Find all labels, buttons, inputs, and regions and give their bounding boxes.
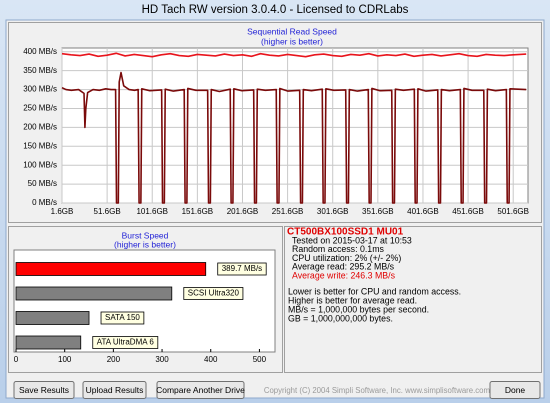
x-tick-label: 401.6GB (407, 207, 439, 216)
result-line: Random access: 0.1ms (292, 244, 385, 254)
y-tick-label: 50 MB/s (28, 179, 57, 188)
button[interactable]: Upload Results (82, 381, 147, 399)
y-tick-label: 300 MB/s (23, 85, 57, 94)
note-line: Higher is better for average read. (288, 295, 417, 305)
bar-label: ATA UltraDMA 6 (97, 338, 155, 347)
bar-label: SATA 150 (105, 313, 140, 322)
burst-title: Burst Speed (122, 230, 169, 240)
x-tick-label: 200 (107, 355, 121, 364)
bar (15, 311, 90, 325)
x-tick-label: 301.6GB (317, 207, 349, 216)
info-panel (284, 226, 542, 373)
bar (15, 262, 207, 276)
y-tick-label: 200 MB/s (23, 122, 57, 131)
read-plot (61, 47, 529, 204)
bar-label-box (183, 287, 244, 300)
x-tick-label: 500 (253, 355, 267, 364)
drive-name: CT500BX100SSD1 MU01 (287, 227, 404, 238)
series-line (61, 52, 527, 58)
read-title: Sequential Read Speed (247, 26, 337, 36)
y-tick-label: 400 MB/s (23, 47, 57, 56)
content: 0 MB/s 50 MB/s 100 MB/s 150 MB/s 200 MB/s 250… (13, 47, 541, 399)
bar-label: SCSI Ultra320 (188, 289, 240, 298)
copyright: Copyright (C) 2004 Simpli Software, Inc.… (264, 386, 490, 395)
x-tick-label: 101.6GB (136, 207, 168, 216)
bar-label: 389.7 MB/s (222, 264, 262, 273)
read-subtitle: (higher is better) (261, 36, 323, 46)
button[interactable]: Compare Another Drive (156, 381, 245, 399)
burst-subtitle: (higher is better) (114, 239, 176, 249)
x-tick-label: 300 (155, 355, 169, 364)
series-line (61, 71, 527, 204)
note-line: GB = 1,000,000,000 bytes. (288, 313, 393, 323)
bar (15, 286, 173, 301)
x-tick-label: 251.6GB (272, 207, 304, 216)
y-tick-label: 0 MB/s (32, 198, 57, 207)
note-line: MB/s = 1,000,000 bytes per second. (288, 304, 429, 314)
button-label: Upload Results (86, 385, 144, 395)
x-tick-label: 151.6GB (182, 207, 214, 216)
button-face (82, 381, 147, 399)
button-label: Compare Another Drive (156, 385, 245, 395)
button-face (489, 381, 541, 399)
y-tick-label: 250 MB/s (23, 104, 57, 113)
button[interactable]: Done (489, 381, 541, 399)
x-tick-label: 451.6GB (452, 207, 484, 216)
button[interactable]: Save Results (13, 381, 75, 399)
x-tick-label: 400 (204, 355, 218, 364)
button-label: Save Results (19, 385, 69, 395)
button-face (156, 381, 245, 399)
bar-label-box (217, 262, 267, 276)
bar-label-box (92, 336, 159, 349)
y-tick-label: 150 MB/s (23, 141, 57, 150)
button-label: Done (505, 385, 526, 395)
result-line: Average read: 295.2 MB/s (292, 262, 395, 272)
result-line: Tested on 2015-03-17 at 10:53 (292, 235, 412, 245)
result-line: CPU utilization: 2% (+/- 2%) (292, 253, 401, 263)
x-tick-label: 501.6GB (497, 207, 529, 216)
button-face (13, 381, 75, 399)
x-tick-label: 1.6GB (51, 207, 74, 216)
y-tick-label: 350 MB/s (23, 66, 57, 75)
x-tick-label: 100 (58, 355, 72, 364)
y-tick-label: 100 MB/s (23, 160, 57, 169)
bar (15, 335, 82, 350)
x-tick-label: 201.6GB (227, 207, 259, 216)
x-tick-label: 0 (14, 355, 19, 364)
note-line: Lower is better for CPU and random acces… (288, 286, 461, 296)
result-line: Average write: 246.3 MB/s (292, 271, 396, 281)
window-title: HD Tach RW version 3.0.4.0 - Licensed to… (142, 4, 409, 16)
x-tick-label: 51.6GB (94, 207, 121, 216)
x-tick-label: 351.6GB (362, 207, 394, 216)
bar-label-box (100, 311, 145, 325)
